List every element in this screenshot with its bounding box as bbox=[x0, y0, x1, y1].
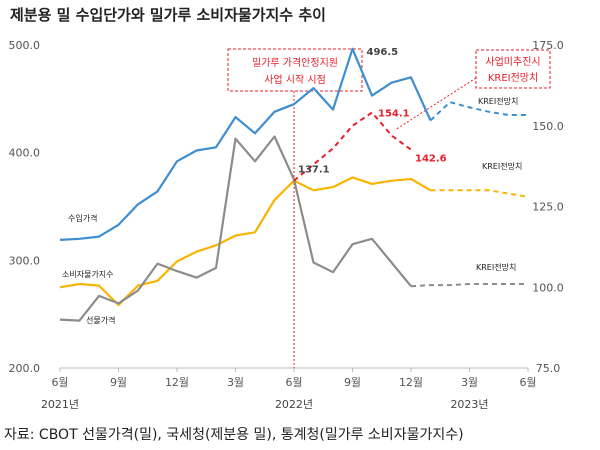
forecast-line-2 bbox=[430, 189, 529, 198]
x-tick-label: 9월 bbox=[110, 376, 127, 389]
series-label: 소비자물가지수 bbox=[62, 270, 114, 279]
data-label: 496.5 bbox=[367, 47, 399, 58]
line-chart: 200.0 300.0 400.0 500.0 75.0 100.0 125.0 150.0 1… bbox=[9, 39, 564, 411]
y-right-tick-label: 125.0 bbox=[532, 201, 564, 214]
forecast-line-3 bbox=[410, 283, 528, 288]
y-left-tick-label: 400.0 bbox=[9, 147, 41, 160]
y-right-tick-label: 175.0 bbox=[532, 39, 564, 52]
x-tick-label: 12월 bbox=[165, 376, 189, 389]
data-label: 154.1 bbox=[378, 109, 410, 120]
y-right-tick-label: 150.0 bbox=[532, 120, 564, 133]
y-right-tick-label: 75.0 bbox=[536, 362, 561, 375]
y-left-tick-label: 300.0 bbox=[9, 254, 41, 267]
x-tick-label: 6월 bbox=[519, 376, 536, 389]
x-tick-label: 6월 bbox=[285, 376, 302, 389]
x-tick-label: 12월 bbox=[399, 376, 423, 389]
x-tick-label: 9월 bbox=[344, 376, 361, 389]
callout-box bbox=[475, 49, 551, 89]
forecast-label: KREI전망치 bbox=[476, 262, 516, 272]
event-annotation-line1: 밀가루 가격안정지원 bbox=[252, 56, 338, 69]
y-left-tick-label: 200.0 bbox=[9, 362, 41, 375]
event-annotation-line2: 사업 시작 시점 bbox=[264, 73, 326, 86]
forecast-label: KREI전망치 bbox=[482, 161, 522, 171]
year-label: 2022년 bbox=[275, 398, 313, 411]
year-label: 2023년 bbox=[450, 398, 488, 411]
callout-line2: KREI전망치 bbox=[488, 72, 538, 84]
data-label: 142.6 bbox=[415, 154, 447, 165]
event-annotation-box bbox=[227, 48, 363, 92]
data-label: 137.1 bbox=[298, 165, 330, 176]
callout-line1: 사업미추진시 bbox=[485, 55, 540, 68]
x-tick-label: 3월 bbox=[227, 376, 244, 389]
callout-pointer bbox=[394, 77, 477, 131]
forecast-label: KREI전망치 bbox=[478, 96, 518, 106]
series-label: 선물가격 bbox=[86, 315, 115, 325]
y-left-tick-label: 500.0 bbox=[9, 39, 41, 52]
year-label: 2021년 bbox=[41, 398, 79, 411]
chart-title: 제분용 밀 수입단가와 밀가루 소비자물가지수 추이 bbox=[10, 6, 326, 24]
forecast-line-1 bbox=[429, 100, 528, 122]
y-right-tick-label: 100.0 bbox=[532, 281, 564, 294]
source-note: 자료: CBOT 선물가격(밀), 국세청(제분용 밀), 통계청(밀가루 소비… bbox=[4, 427, 464, 443]
series-label: 수입가격 bbox=[68, 213, 97, 223]
x-tick-label: 3월 bbox=[461, 376, 478, 389]
series-line-1 bbox=[59, 47, 432, 241]
x-tick-label: 6월 bbox=[51, 376, 68, 389]
series-line-3 bbox=[59, 135, 412, 322]
